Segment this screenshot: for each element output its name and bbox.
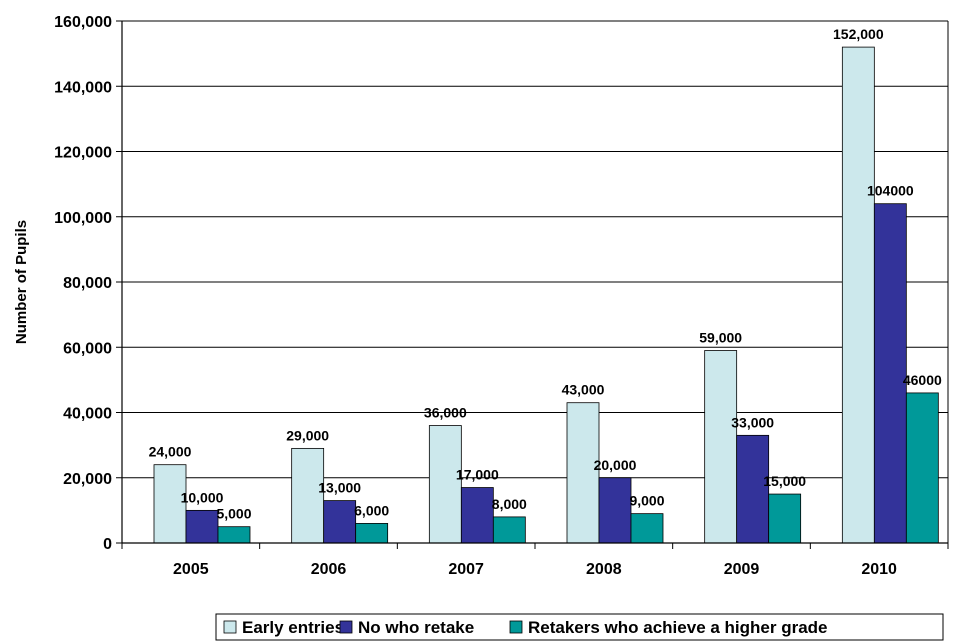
y-tick-label: 160,000 [54, 14, 112, 31]
gridlines [122, 20, 948, 479]
y-tick-label: 120,000 [54, 145, 112, 162]
y-axis-title: Number of Pupils [13, 220, 30, 344]
data-label: 29,000 [286, 427, 329, 443]
y-tick-label: 0 [103, 536, 112, 553]
bar [492, 516, 526, 544]
legend-swatch [223, 620, 237, 634]
data-label: 13,000 [318, 480, 361, 496]
y-tick-label: 100,000 [54, 210, 112, 227]
bar [217, 526, 251, 544]
data-label: 9,000 [629, 493, 664, 509]
legend: Early entries No who retake Retakers who a… [215, 613, 944, 641]
data-label: 43,000 [562, 382, 605, 398]
data-label: 24,000 [149, 444, 192, 460]
data-label: 10,000 [181, 489, 224, 505]
x-tick-label: 2010 [861, 561, 897, 578]
x-tick-label: 2008 [586, 561, 622, 578]
bar [566, 402, 600, 544]
legend-swatch [509, 620, 523, 634]
bar [153, 464, 187, 544]
y-tick-label: 60,000 [63, 340, 112, 357]
data-label: 104000 [867, 183, 914, 199]
bar [873, 203, 907, 544]
x-tick-label: 2005 [173, 561, 209, 578]
bar [185, 509, 219, 544]
data-label: 46000 [903, 372, 942, 388]
bars [153, 46, 939, 544]
bar [460, 487, 494, 544]
data-label: 17,000 [456, 467, 499, 483]
legend-label: Early entries [242, 618, 344, 637]
data-label: 59,000 [699, 330, 742, 346]
y-tick-label: 140,000 [54, 79, 112, 96]
data-label: 152,000 [833, 26, 884, 42]
x-tick-label: 2006 [311, 561, 347, 578]
y-tick-label: 80,000 [63, 275, 112, 292]
bar [323, 500, 357, 544]
y-tick-label: 20,000 [63, 471, 112, 488]
tick-labels: 0 20,000 40,000 60,000 80,000 100,000 120,000 1… [54, 14, 897, 578]
data-label: 33,000 [731, 414, 774, 430]
data-label: 8,000 [492, 496, 527, 512]
legend-box [215, 613, 944, 641]
bar [291, 447, 325, 544]
x-tick-label: 2007 [448, 561, 484, 578]
x-tick-label: 2009 [724, 561, 760, 578]
bar [428, 425, 462, 544]
data-label: 20,000 [594, 457, 637, 473]
legend-label: Retakers who achieve a higher grade [528, 618, 828, 637]
legend-label: No who retake [358, 618, 474, 637]
data-label: 6,000 [354, 502, 389, 518]
bar [704, 350, 738, 544]
bar [355, 523, 389, 544]
bar [905, 392, 939, 544]
bar [768, 493, 802, 544]
data-label: 15,000 [763, 473, 806, 489]
bar [736, 434, 770, 544]
bar [841, 46, 875, 544]
y-tick-label: 40,000 [63, 406, 112, 423]
data-label: 36,000 [424, 405, 467, 421]
legend-swatch [339, 620, 353, 634]
axes [116, 20, 949, 549]
data-label: 5,000 [216, 506, 251, 522]
bar [630, 513, 664, 544]
bar [598, 477, 632, 544]
